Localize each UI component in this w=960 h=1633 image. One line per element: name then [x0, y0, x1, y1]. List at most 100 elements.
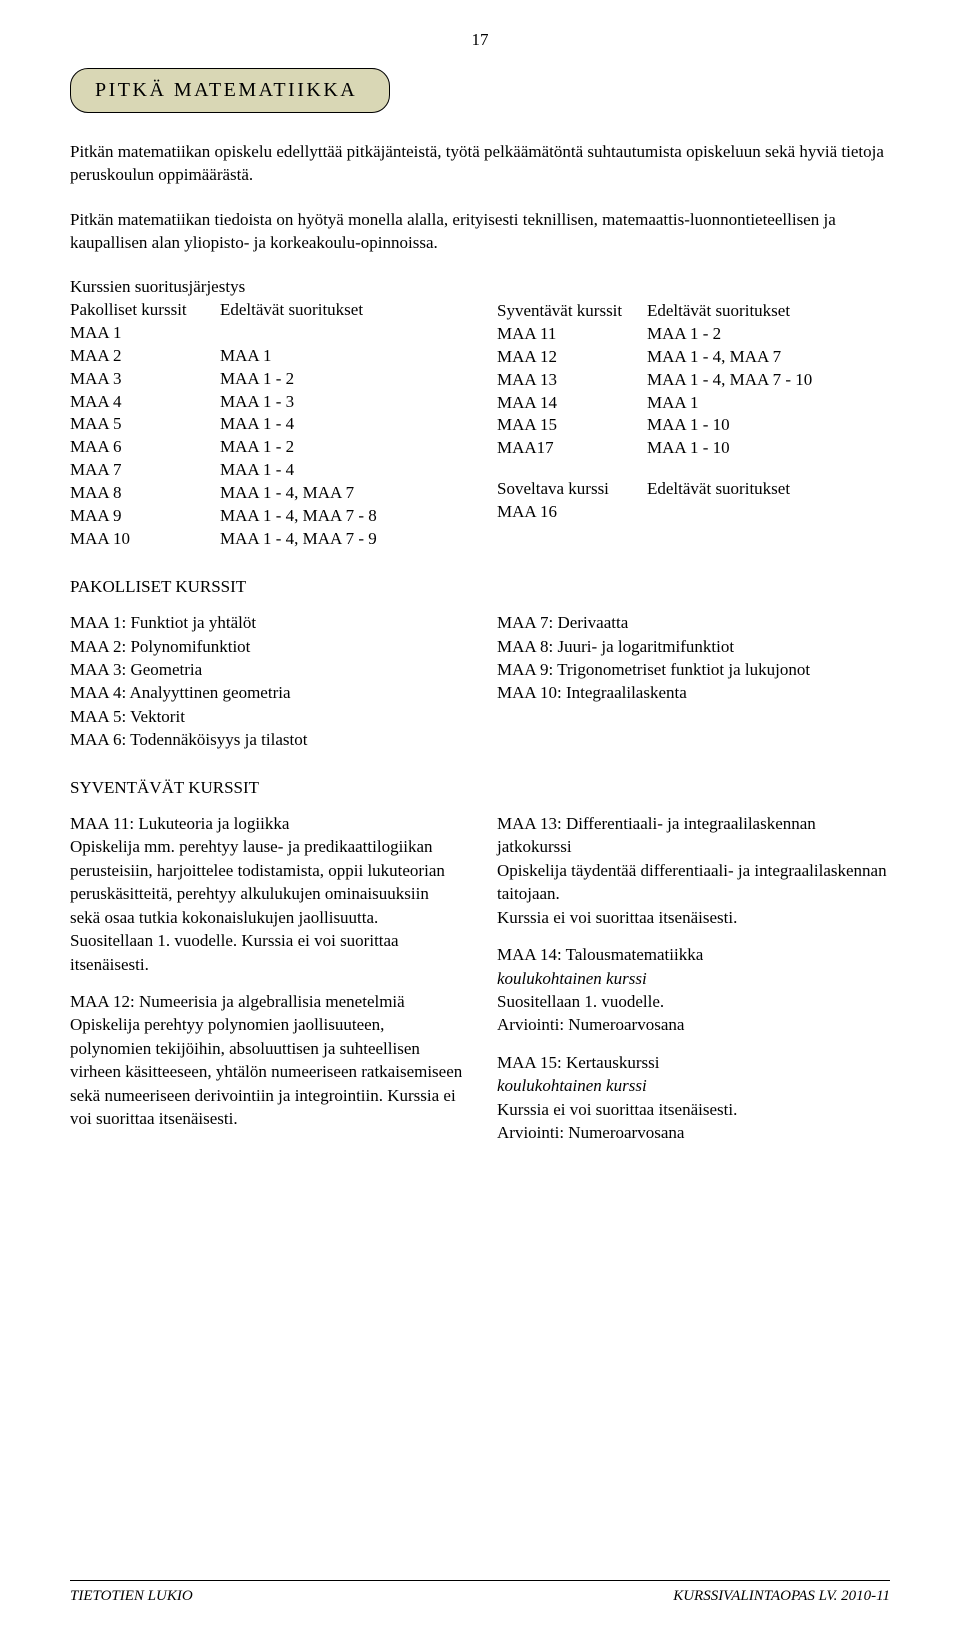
course-code: MAA 1 [70, 322, 220, 345]
applied-header-right: Edeltävät suoritukset [647, 478, 890, 501]
page-footer: TIETOTIEN LUKIO KURSSIVALINTAOPAS LV. 20… [70, 1588, 890, 1605]
prereq: MAA 1 - 4, MAA 7 - 9 [220, 528, 463, 551]
course-code: MAA 14 [497, 392, 647, 415]
course-code: MAA 8 [70, 482, 220, 505]
syv-right-col: MAA 13: Differentiaali- ja integraalilas… [497, 812, 890, 1145]
subject-title: PITKÄ MATEMATIIKKA [95, 79, 365, 102]
course-code: MAA 4 [70, 391, 220, 414]
prereq: MAA 1 - 2 [220, 368, 463, 391]
maa13-note: Kurssia ei voi suorittaa itsenäisesti. [497, 906, 890, 929]
course-item: MAA 8: Juuri- ja logaritmifunktiot [497, 635, 890, 658]
prereq: MAA 1 - 2 [220, 436, 463, 459]
prereq: MAA 1 - 4 [220, 413, 463, 436]
table-row: MAA 13MAA 1 - 4, MAA 7 - 10 [497, 369, 890, 392]
maa14-subtitle: koulukohtainen kurssi [497, 967, 890, 990]
subject-title-box: PITKÄ MATEMATIIKKA [70, 68, 390, 113]
prereq: MAA 1 [647, 392, 890, 415]
table-row: MAA 5MAA 1 - 4 [70, 413, 463, 436]
course-code: MAA 10 [70, 528, 220, 551]
mandatory-col: Kurssien suoritusjärjestys Pakolliset ku… [70, 277, 463, 551]
prereq: MAA 1 [220, 345, 463, 368]
order-heading: Kurssien suoritusjärjestys [70, 277, 463, 297]
mandatory-header-left: Pakolliset kurssit [70, 299, 220, 322]
maa11-desc: Opiskelija mm. perehtyy lause- ja predik… [70, 835, 463, 976]
applied-header-left: Soveltava kurssi [497, 478, 647, 501]
course-code: MAA 11 [497, 323, 647, 346]
footer-divider [70, 1580, 890, 1581]
prereq: MAA 1 - 4, MAA 7 [647, 346, 890, 369]
table-row: MAA 1 [70, 322, 463, 345]
maa15-line1: Kurssia ei voi suorittaa itsenäisesti. [497, 1098, 890, 1121]
table-row: MAA 15MAA 1 - 10 [497, 414, 890, 437]
table-row: MAA 9MAA 1 - 4, MAA 7 - 8 [70, 505, 463, 528]
footer-right: KURSSIVALINTAOPAS LV. 2010-11 [673, 1588, 890, 1605]
maa15-title: MAA 15: Kertauskurssi [497, 1051, 890, 1074]
deep-applied-col: Syventävät kurssit Edeltävät suoritukset… [497, 277, 890, 551]
table-row: MAA 7MAA 1 - 4 [70, 459, 463, 482]
course-item: MAA 9: Trigonometriset funktiot ja lukuj… [497, 658, 890, 681]
prereq: MAA 1 - 4, MAA 7 [220, 482, 463, 505]
applied-header: Soveltava kurssi Edeltävät suoritukset [497, 478, 890, 501]
prereq [220, 322, 463, 345]
course-code: MAA 16 [497, 501, 647, 524]
prereq: MAA 1 - 10 [647, 437, 890, 460]
table-row: MAA 4MAA 1 - 3 [70, 391, 463, 414]
course-item: MAA 2: Polynomifunktiot [70, 635, 463, 658]
prereq: MAA 1 - 4, MAA 7 - 10 [647, 369, 890, 392]
maa12-desc: Opiskelija perehtyy polynomien jaollisuu… [70, 1013, 463, 1130]
pakolliset-heading: PAKOLLISET KURSSIT [70, 577, 890, 597]
table-row: MAA17MAA 1 - 10 [497, 437, 890, 460]
prereq: MAA 1 - 4, MAA 7 - 8 [220, 505, 463, 528]
course-code: MAA 12 [497, 346, 647, 369]
prereq: MAA 1 - 3 [220, 391, 463, 414]
table-row: MAA 10MAA 1 - 4, MAA 7 - 9 [70, 528, 463, 551]
table-row: MAA 3MAA 1 - 2 [70, 368, 463, 391]
course-code: MAA 2 [70, 345, 220, 368]
course-code: MAA 15 [497, 414, 647, 437]
course-code: MAA17 [497, 437, 647, 460]
footer-left: TIETOTIEN LUKIO [70, 1588, 193, 1605]
deep-header: Syventävät kurssit Edeltävät suoritukset [497, 300, 890, 323]
maa14-line2: Arviointi: Numeroarvosana [497, 1013, 890, 1036]
page-number: 17 [70, 30, 890, 50]
table-row: MAA 2MAA 1 [70, 345, 463, 368]
course-item: MAA 1: Funktiot ja yhtälöt [70, 611, 463, 634]
mandatory-header: Pakolliset kurssit Edeltävät suoritukset [70, 299, 463, 322]
maa15-line2: Arviointi: Numeroarvosana [497, 1121, 890, 1144]
course-item: MAA 10: Integraalilaskenta [497, 681, 890, 704]
prereq [647, 501, 890, 524]
pak-left-col: MAA 1: Funktiot ja yhtälöt MAA 2: Polyno… [70, 611, 463, 752]
course-code: MAA 9 [70, 505, 220, 528]
prereq: MAA 1 - 4 [220, 459, 463, 482]
maa14-line1: Suositellaan 1. vuodelle. [497, 990, 890, 1013]
table-row: MAA 6MAA 1 - 2 [70, 436, 463, 459]
prereq: MAA 1 - 10 [647, 414, 890, 437]
course-code: MAA 6 [70, 436, 220, 459]
syv-left-col: MAA 11: Lukuteoria ja logiikka Opiskelij… [70, 812, 463, 1145]
intro-paragraph-1: Pitkän matematiikan opiskelu edellyttää … [70, 141, 890, 187]
table-row: MAA 8MAA 1 - 4, MAA 7 [70, 482, 463, 505]
maa15-subtitle: koulukohtainen kurssi [497, 1074, 890, 1097]
deep-header-left: Syventävät kurssit [497, 300, 647, 323]
course-item: MAA 3: Geometria [70, 658, 463, 681]
deep-header-right: Edeltävät suoritukset [647, 300, 890, 323]
course-item: MAA 6: Todennäköisyys ja tilastot [70, 728, 463, 751]
maa11-title: MAA 11: Lukuteoria ja logiikka [70, 812, 463, 835]
prereq: MAA 1 - 2 [647, 323, 890, 346]
maa13-title: MAA 13: Differentiaali- ja integraalilas… [497, 812, 890, 859]
course-code: MAA 13 [497, 369, 647, 392]
maa12-title: MAA 12: Numeerisia ja algebrallisia mene… [70, 990, 463, 1013]
intro-paragraph-2: Pitkän matematiikan tiedoista on hyötyä … [70, 209, 890, 255]
course-code: MAA 3 [70, 368, 220, 391]
maa14-title: MAA 14: Talousmatematiikka [497, 943, 890, 966]
course-code: MAA 7 [70, 459, 220, 482]
table-row: MAA 14MAA 1 [497, 392, 890, 415]
table-row: MAA 11MAA 1 - 2 [497, 323, 890, 346]
table-row: MAA 16 [497, 501, 890, 524]
syventavat-block: MAA 11: Lukuteoria ja logiikka Opiskelij… [70, 812, 890, 1145]
table-row: MAA 12MAA 1 - 4, MAA 7 [497, 346, 890, 369]
course-item: MAA 4: Analyyttinen geometria [70, 681, 463, 704]
maa13-desc: Opiskelija täydentää differentiaali- ja … [497, 859, 890, 906]
course-item: MAA 7: Derivaatta [497, 611, 890, 634]
mandatory-header-right: Edeltävät suoritukset [220, 299, 463, 322]
